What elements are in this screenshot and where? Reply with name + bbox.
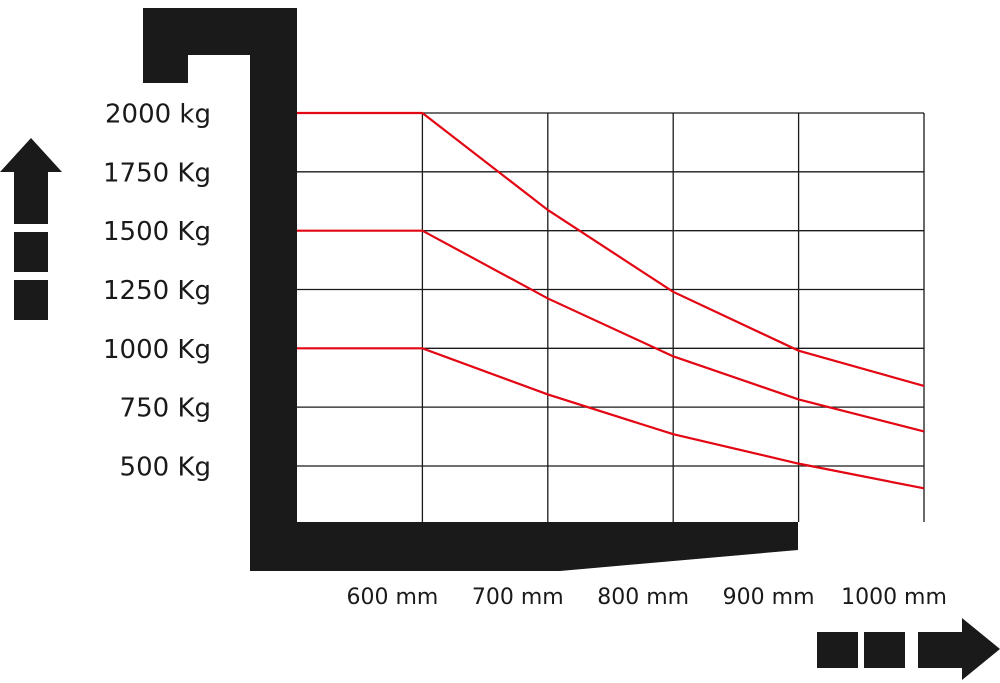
curves [297, 111, 925, 490]
x-tick-label: 800 mm [597, 585, 689, 610]
y-tick-label: 2000 kg [105, 100, 211, 130]
y-tick-label: 750 Kg [120, 394, 211, 424]
load-curve [297, 347, 925, 490]
y-tick-label: 500 Kg [120, 452, 211, 482]
y-tick-label: 1250 Kg [103, 276, 211, 306]
x-tick-label: 600 mm [346, 585, 438, 610]
x-tick-label: 1000 mm [841, 585, 947, 610]
x-tick-label: 900 mm [723, 585, 815, 610]
fork-silhouette [143, 8, 798, 571]
y-tick-label: 1500 Kg [103, 217, 211, 247]
load-curve [297, 229, 925, 433]
y-tick-label: 1000 Kg [103, 335, 211, 365]
labels: 2000 kg 1750 Kg 1500 Kg 1250 Kg 1000 Kg 750 K… [103, 100, 947, 611]
x-tick-label: 700 mm [472, 585, 564, 610]
up-arrow [0, 138, 62, 320]
right-arrow [817, 618, 1000, 680]
y-tick-label: 1750 Kg [103, 158, 211, 188]
grid [297, 112, 925, 522]
load-curve [297, 111, 925, 388]
